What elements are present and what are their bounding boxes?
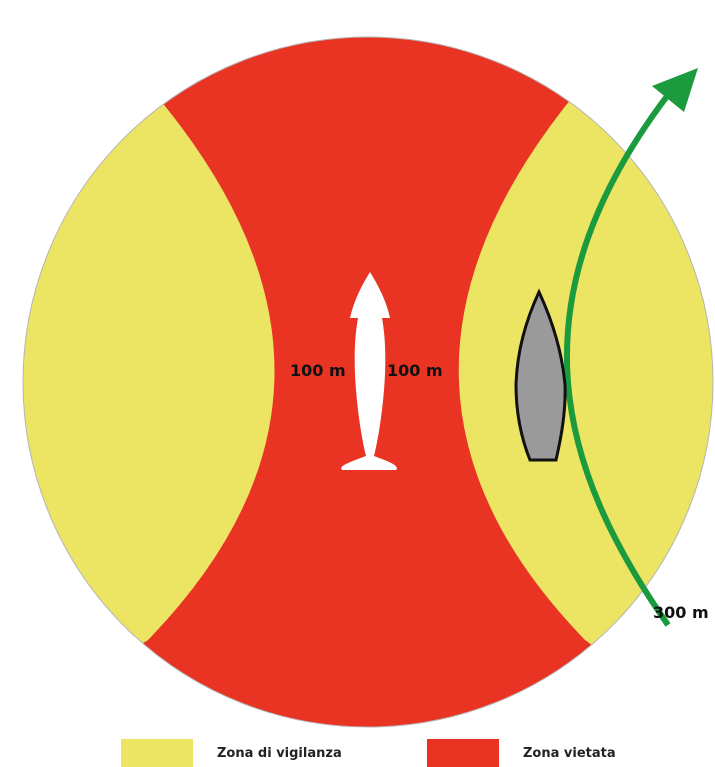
boat-icon xyxy=(514,288,567,462)
legend-item-forbidden-zone: Zona vietata xyxy=(427,739,616,767)
route-arrow-icon xyxy=(563,68,698,627)
legend-label-watch-zone: Zona di vigilanza xyxy=(217,745,342,761)
distance-label-right: 100 m xyxy=(387,361,443,380)
distance-label-left: 100 m xyxy=(290,361,346,380)
forbidden-zone-swatch xyxy=(427,739,499,767)
whale-icon xyxy=(341,272,397,470)
watch-zone-swatch xyxy=(121,739,193,767)
legend-item-watch-zone: Zona di vigilanza xyxy=(121,739,342,767)
distance-zones-diagram: 100 m 100 m 300 m xyxy=(22,36,714,728)
zone-outline xyxy=(22,36,714,728)
distance-label-outer: 300 m xyxy=(653,603,709,622)
legend-label-forbidden-zone: Zona vietata xyxy=(523,745,616,761)
